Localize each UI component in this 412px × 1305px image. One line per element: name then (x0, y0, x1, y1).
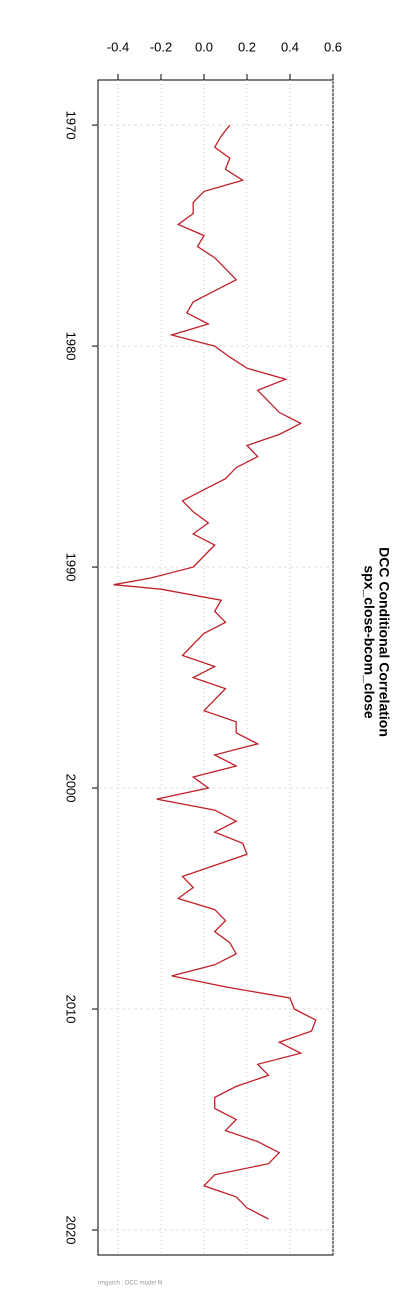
y-tick-label: 0.4 (281, 39, 299, 54)
chart-subtitle: spx_close-bcom_close (361, 565, 377, 719)
y-tick-label: -0.4 (107, 39, 129, 54)
plot-frame (97, 79, 334, 1256)
y-tick-label: -0.2 (150, 39, 172, 54)
x-tick-label: 2020 (64, 1216, 79, 1245)
x-tick-label: 1990 (64, 553, 79, 582)
y-tick-label: 0.6 (324, 39, 342, 54)
y-tick-label: 0.0 (195, 39, 213, 54)
x-tick-label: 1980 (64, 332, 79, 361)
x-tick-label: 2000 (64, 774, 79, 803)
y-tick-label: 0.2 (238, 39, 256, 54)
x-tick-label: 2010 (64, 995, 79, 1024)
chart-title: DCC Conditional Correlation (376, 547, 392, 737)
x-tick-label: 1970 (64, 111, 79, 140)
caption: rmgarch : DCC model fit (98, 1281, 163, 1287)
series-line (113, 124, 317, 1220)
